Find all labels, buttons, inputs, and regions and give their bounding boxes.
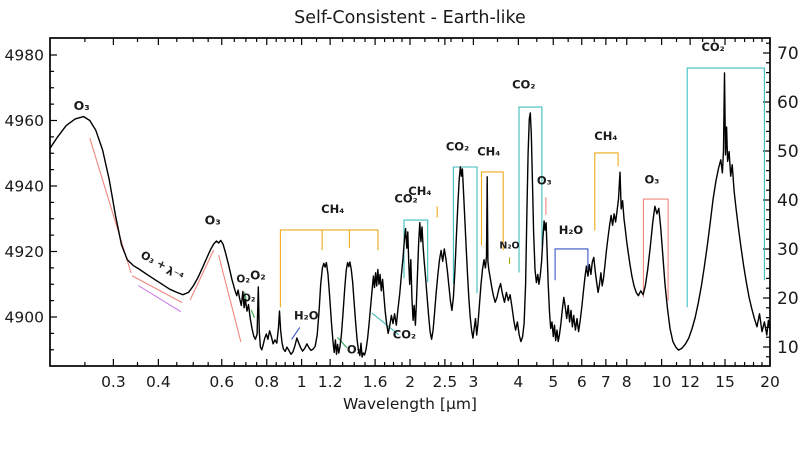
y-left-tick-label: 4960 [5, 112, 44, 130]
x-tick-label: 0.3 [101, 373, 126, 391]
band-label-co2-15: CO₂ [701, 40, 724, 54]
band-label-h2o-6: H₂O [559, 223, 584, 237]
x-tick-label: 6 [577, 373, 587, 391]
x-tick-label: 4 [513, 373, 523, 391]
annotation-text-h2o-094: H₂O [294, 309, 319, 323]
annotation-text-o2-069: O₂ [236, 273, 250, 285]
annotation-line-o3-fall [218, 254, 242, 343]
annotation-line-co2-16-pointer [371, 312, 399, 336]
annotation-text-co2-16: CO₂ [393, 328, 416, 342]
y-right-tick-label: 40 [777, 191, 799, 211]
x-tick-label: 1.2 [318, 373, 343, 391]
band-bracket-co2-15 [686, 67, 765, 308]
x-tick-label: 20 [760, 373, 780, 391]
y-right-tick-label: 20 [777, 289, 799, 309]
annotation-text-ch4-23: CH₄ [408, 184, 431, 198]
axis-tick-labels: 0.3 0.4 0.6 0.8 1 1.2 1.6 2 2.5 3 4 5 6 7 8 10 12 15 20 490… [5, 44, 799, 391]
y-right-tick-label: 70 [777, 44, 799, 64]
annotation-line-o2-127-pointer [337, 336, 348, 349]
x-tick-label: 1.6 [363, 373, 388, 391]
y-left-tick-label: 4900 [5, 309, 44, 327]
band-bracket-co2-27 [452, 166, 478, 294]
annotation-text-o3-uv: O₃ [74, 98, 90, 113]
plot-frame [49, 37, 771, 367]
y-right-tick-label: 10 [777, 338, 799, 358]
x-tick-label: 2 [405, 373, 415, 391]
band-bracket-ch4-77 [594, 152, 619, 231]
y-left-tick-label: 4920 [5, 243, 44, 261]
band-bracket-ch4-33 [480, 171, 504, 251]
annotation-text-o2-076: O₂ [250, 268, 265, 282]
y-right-tick-label: 60 [777, 93, 799, 113]
x-tick-label: 0.6 [209, 373, 234, 391]
x-tick-label: 2.5 [433, 373, 458, 391]
annotation-line-o3-floor [131, 275, 183, 304]
band-label-ch4-nir: CH₄ [321, 202, 344, 216]
band-label-ch4-33: CH₄ [477, 145, 500, 159]
band-bracket-co2-43 [518, 106, 543, 273]
spectrum-series [49, 72, 771, 358]
x-tick-label: 5 [548, 373, 558, 391]
x-tick-label: 8 [622, 373, 632, 391]
annotation-line-o2-low-tick [250, 309, 256, 318]
y-right-tick-label: 30 [777, 240, 799, 260]
x-tick-label: 0.4 [146, 373, 171, 391]
band-label-co2-2: CO₂ [394, 191, 417, 205]
y-left-tick-label: 4980 [5, 47, 44, 65]
band-label-co2-43: CO₂ [512, 78, 535, 92]
annotation-text-n2o: N₂O [499, 241, 519, 252]
x-tick-label: 12 [680, 373, 700, 391]
annotation-text-o3-47: O₃ [537, 173, 552, 187]
chart-title: Self-Consistent - Earth-like [294, 8, 526, 28]
y-left-tick-label: 4940 [5, 178, 44, 196]
x-axis-label: Wavelength [μm] [343, 395, 477, 413]
annotation-line-o3-rise [189, 249, 215, 301]
x-tick-label: 3 [468, 373, 478, 391]
annotation-text-o3-chappuis: O₃ [205, 212, 221, 227]
band-label-o3-96: O₃ [645, 173, 660, 187]
annotation-line-o2-069-tick [243, 291, 247, 301]
band-bracket-ch4-nir [279, 229, 379, 308]
annotation-line-h2o-pointer [291, 327, 301, 340]
x-tick-label: 0.8 [254, 373, 279, 391]
x-tick-label: 10 [652, 373, 672, 391]
band-bracket-h2o-6 [554, 248, 589, 281]
band-bracket-o3-96 [642, 198, 669, 301]
y-right-tick-label: 50 [777, 142, 799, 162]
x-tick-label: 15 [715, 373, 735, 391]
band-label-ch4-77: CH₄ [594, 129, 617, 143]
spectrum-curve [49, 72, 771, 358]
x-tick-label: 1 [297, 373, 307, 391]
annotation-line-rayleigh-line [138, 285, 182, 313]
x-tick-label: 7 [601, 373, 611, 391]
band-label-co2-27: CO₂ [446, 140, 469, 154]
